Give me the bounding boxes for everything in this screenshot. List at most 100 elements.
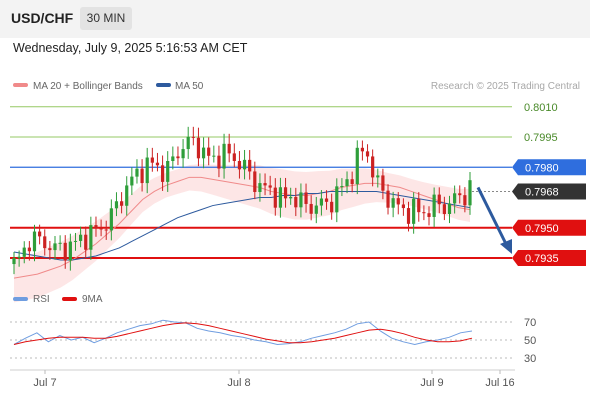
level-label-0.7935: 0.7935 bbox=[525, 253, 559, 265]
level-label-0.7980: 0.7980 bbox=[525, 162, 559, 174]
header-bar: USD/CHF 30 MIN bbox=[0, 0, 590, 38]
candle-body bbox=[396, 198, 400, 205]
level-tag-0.7968 bbox=[512, 183, 586, 200]
candle-body bbox=[22, 247, 26, 257]
candle-body bbox=[330, 201, 334, 213]
candle-body bbox=[114, 201, 119, 209]
candle-body bbox=[453, 193, 457, 204]
candle-body bbox=[171, 156, 175, 162]
candle-body bbox=[417, 198, 421, 213]
candle-body bbox=[391, 198, 395, 208]
level-label-0.7995: 0.7995 bbox=[524, 132, 558, 144]
candles bbox=[12, 126, 472, 275]
candle-body bbox=[283, 187, 288, 199]
candle-body bbox=[309, 203, 313, 214]
rsi-tick-label: 30 bbox=[524, 353, 536, 365]
candle-body bbox=[17, 256, 21, 258]
candle-body bbox=[201, 147, 206, 159]
candle-body bbox=[427, 213, 431, 217]
candle-body bbox=[140, 168, 144, 184]
candle-body bbox=[135, 168, 139, 177]
candle-body bbox=[181, 149, 185, 159]
ma50-line bbox=[13, 190, 471, 261]
candle-body bbox=[268, 185, 272, 188]
candle-body bbox=[99, 228, 103, 230]
candle-body bbox=[304, 192, 308, 204]
candle-body bbox=[119, 201, 124, 206]
candle-body bbox=[73, 240, 78, 242]
candle-body bbox=[160, 165, 165, 182]
candle-body bbox=[109, 208, 113, 231]
forecast-arrow-head bbox=[500, 239, 512, 254]
candle-body bbox=[155, 162, 160, 166]
candle-body bbox=[186, 136, 190, 150]
candle-body bbox=[458, 193, 462, 196]
candle-body bbox=[207, 147, 211, 156]
candle-body bbox=[335, 186, 339, 213]
rsi-tick-label: 50 bbox=[524, 335, 536, 347]
x-tick-label: Jul 16 bbox=[485, 377, 514, 389]
candle-body bbox=[217, 155, 221, 169]
ma50-legend-swatch bbox=[156, 83, 171, 87]
rsi-panel: 70 50 30 bbox=[10, 317, 536, 365]
candle-body bbox=[48, 248, 52, 251]
candle-body bbox=[191, 136, 195, 138]
candle-body bbox=[442, 204, 446, 214]
candle-body bbox=[104, 229, 108, 231]
candle-body bbox=[371, 156, 375, 178]
candle-body bbox=[248, 159, 252, 172]
candle-body bbox=[406, 208, 411, 224]
level-tag-0.7950 bbox=[512, 219, 586, 236]
rsi-ma-legend-swatch bbox=[62, 297, 77, 301]
price-levels bbox=[10, 106, 512, 259]
candle-body bbox=[468, 180, 472, 206]
candle-body bbox=[212, 155, 216, 157]
candle-body bbox=[43, 236, 47, 249]
candle-body bbox=[314, 205, 318, 214]
candle-body bbox=[89, 225, 93, 250]
credit-text: Research © 2025 Trading Central bbox=[431, 81, 580, 92]
candle-body bbox=[53, 243, 57, 251]
candle-body bbox=[350, 179, 354, 185]
ma50-legend-label: MA 50 bbox=[175, 81, 204, 92]
level-tag-0.7980 bbox=[512, 159, 586, 176]
candle-body bbox=[94, 225, 98, 229]
candle-body bbox=[355, 147, 359, 185]
candle-body bbox=[432, 194, 436, 217]
candle-body bbox=[294, 196, 298, 208]
forecast-arrow-shaft bbox=[476, 186, 509, 247]
candle-body bbox=[319, 198, 324, 206]
symbol-label: USD/CHF bbox=[11, 10, 74, 26]
candle-body bbox=[27, 247, 31, 252]
candle-body bbox=[376, 175, 380, 178]
candle-body bbox=[125, 185, 129, 206]
candle-body bbox=[340, 186, 344, 188]
ma20-legend-label: MA 20 + Bollinger Bands bbox=[33, 81, 143, 92]
candle-body bbox=[242, 159, 247, 170]
candle-body bbox=[365, 151, 370, 157]
candle-body bbox=[447, 203, 452, 214]
ma20-legend-swatch bbox=[13, 83, 28, 87]
candle-body bbox=[253, 171, 257, 192]
candle-body bbox=[150, 157, 154, 163]
level-label-0.8010: 0.8010 bbox=[524, 102, 558, 114]
rsi-line bbox=[13, 319, 473, 346]
candle-body bbox=[68, 241, 72, 261]
candle-body bbox=[58, 242, 62, 244]
datetime-label: Wednesday, July 9, 2025 5:16:53 AM CET bbox=[13, 41, 248, 55]
candle-body bbox=[38, 231, 42, 237]
candle-body bbox=[237, 160, 242, 170]
candle-body bbox=[360, 147, 365, 152]
rsi-legend-label: RSI bbox=[33, 294, 50, 305]
timeframe-button[interactable]: 30 MIN bbox=[80, 7, 132, 30]
candle-body bbox=[437, 194, 441, 205]
level-labels: 0.8010 0.7995 0.7980 0.7968 0.7950 0.7935 bbox=[512, 102, 586, 266]
x-tick-label: Jul 8 bbox=[227, 377, 250, 389]
candle-body bbox=[278, 187, 283, 208]
candle-body bbox=[324, 198, 329, 202]
candle-body bbox=[232, 153, 236, 161]
rsi-ma-line bbox=[13, 322, 473, 345]
candle-body bbox=[345, 179, 349, 187]
level-tag-0.7935 bbox=[512, 250, 586, 266]
